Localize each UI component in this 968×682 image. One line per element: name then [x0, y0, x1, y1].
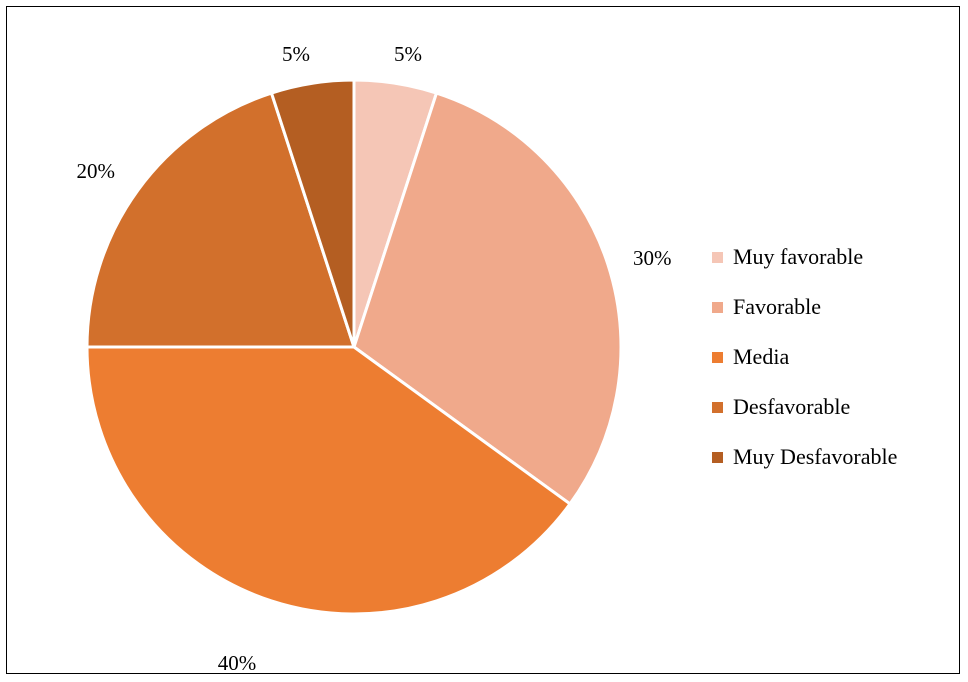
pie-slice-desfavorable — [85, 91, 357, 349]
legend-item-muy-desfavorable: Muy Desfavorable — [712, 432, 897, 482]
legend-item-favorable: Favorable — [712, 282, 897, 332]
legend-item-media: Media — [712, 332, 897, 382]
legend-swatch — [712, 351, 723, 363]
legend-swatch — [712, 401, 723, 413]
legend-label: Muy Desfavorable — [733, 444, 898, 469]
data-label-favorable: 30% — [633, 246, 672, 270]
pie-slices — [85, 78, 623, 616]
data-label-muy-desfavorable: 5% — [282, 42, 310, 66]
data-label-muy-favorable: 5% — [394, 42, 422, 66]
legend-swatch — [712, 451, 723, 463]
legend-swatch — [712, 251, 723, 263]
legend-label: Desfavorable — [733, 394, 851, 419]
data-label-media: 40% — [218, 651, 257, 675]
pie-slice-muy-desfavorable — [269, 78, 356, 348]
pie-slice-media — [85, 345, 573, 616]
legend-swatch — [712, 301, 723, 313]
legend-label: Favorable — [733, 294, 821, 319]
pie-slice-favorable — [352, 91, 623, 507]
legend-item-muy-favorable: Muy favorable — [712, 232, 897, 282]
legend-label: Muy favorable — [733, 244, 864, 269]
data-label-desfavorable: 20% — [77, 159, 116, 183]
legend-label: Media — [733, 344, 790, 369]
legend-item-desfavorable: Desfavorable — [712, 382, 897, 432]
pie-data-labels: 5% 30% 40% 20% 5% — [77, 42, 672, 675]
chart-legend: Muy favorable Favorable Media Desfavorable M… — [712, 232, 897, 482]
